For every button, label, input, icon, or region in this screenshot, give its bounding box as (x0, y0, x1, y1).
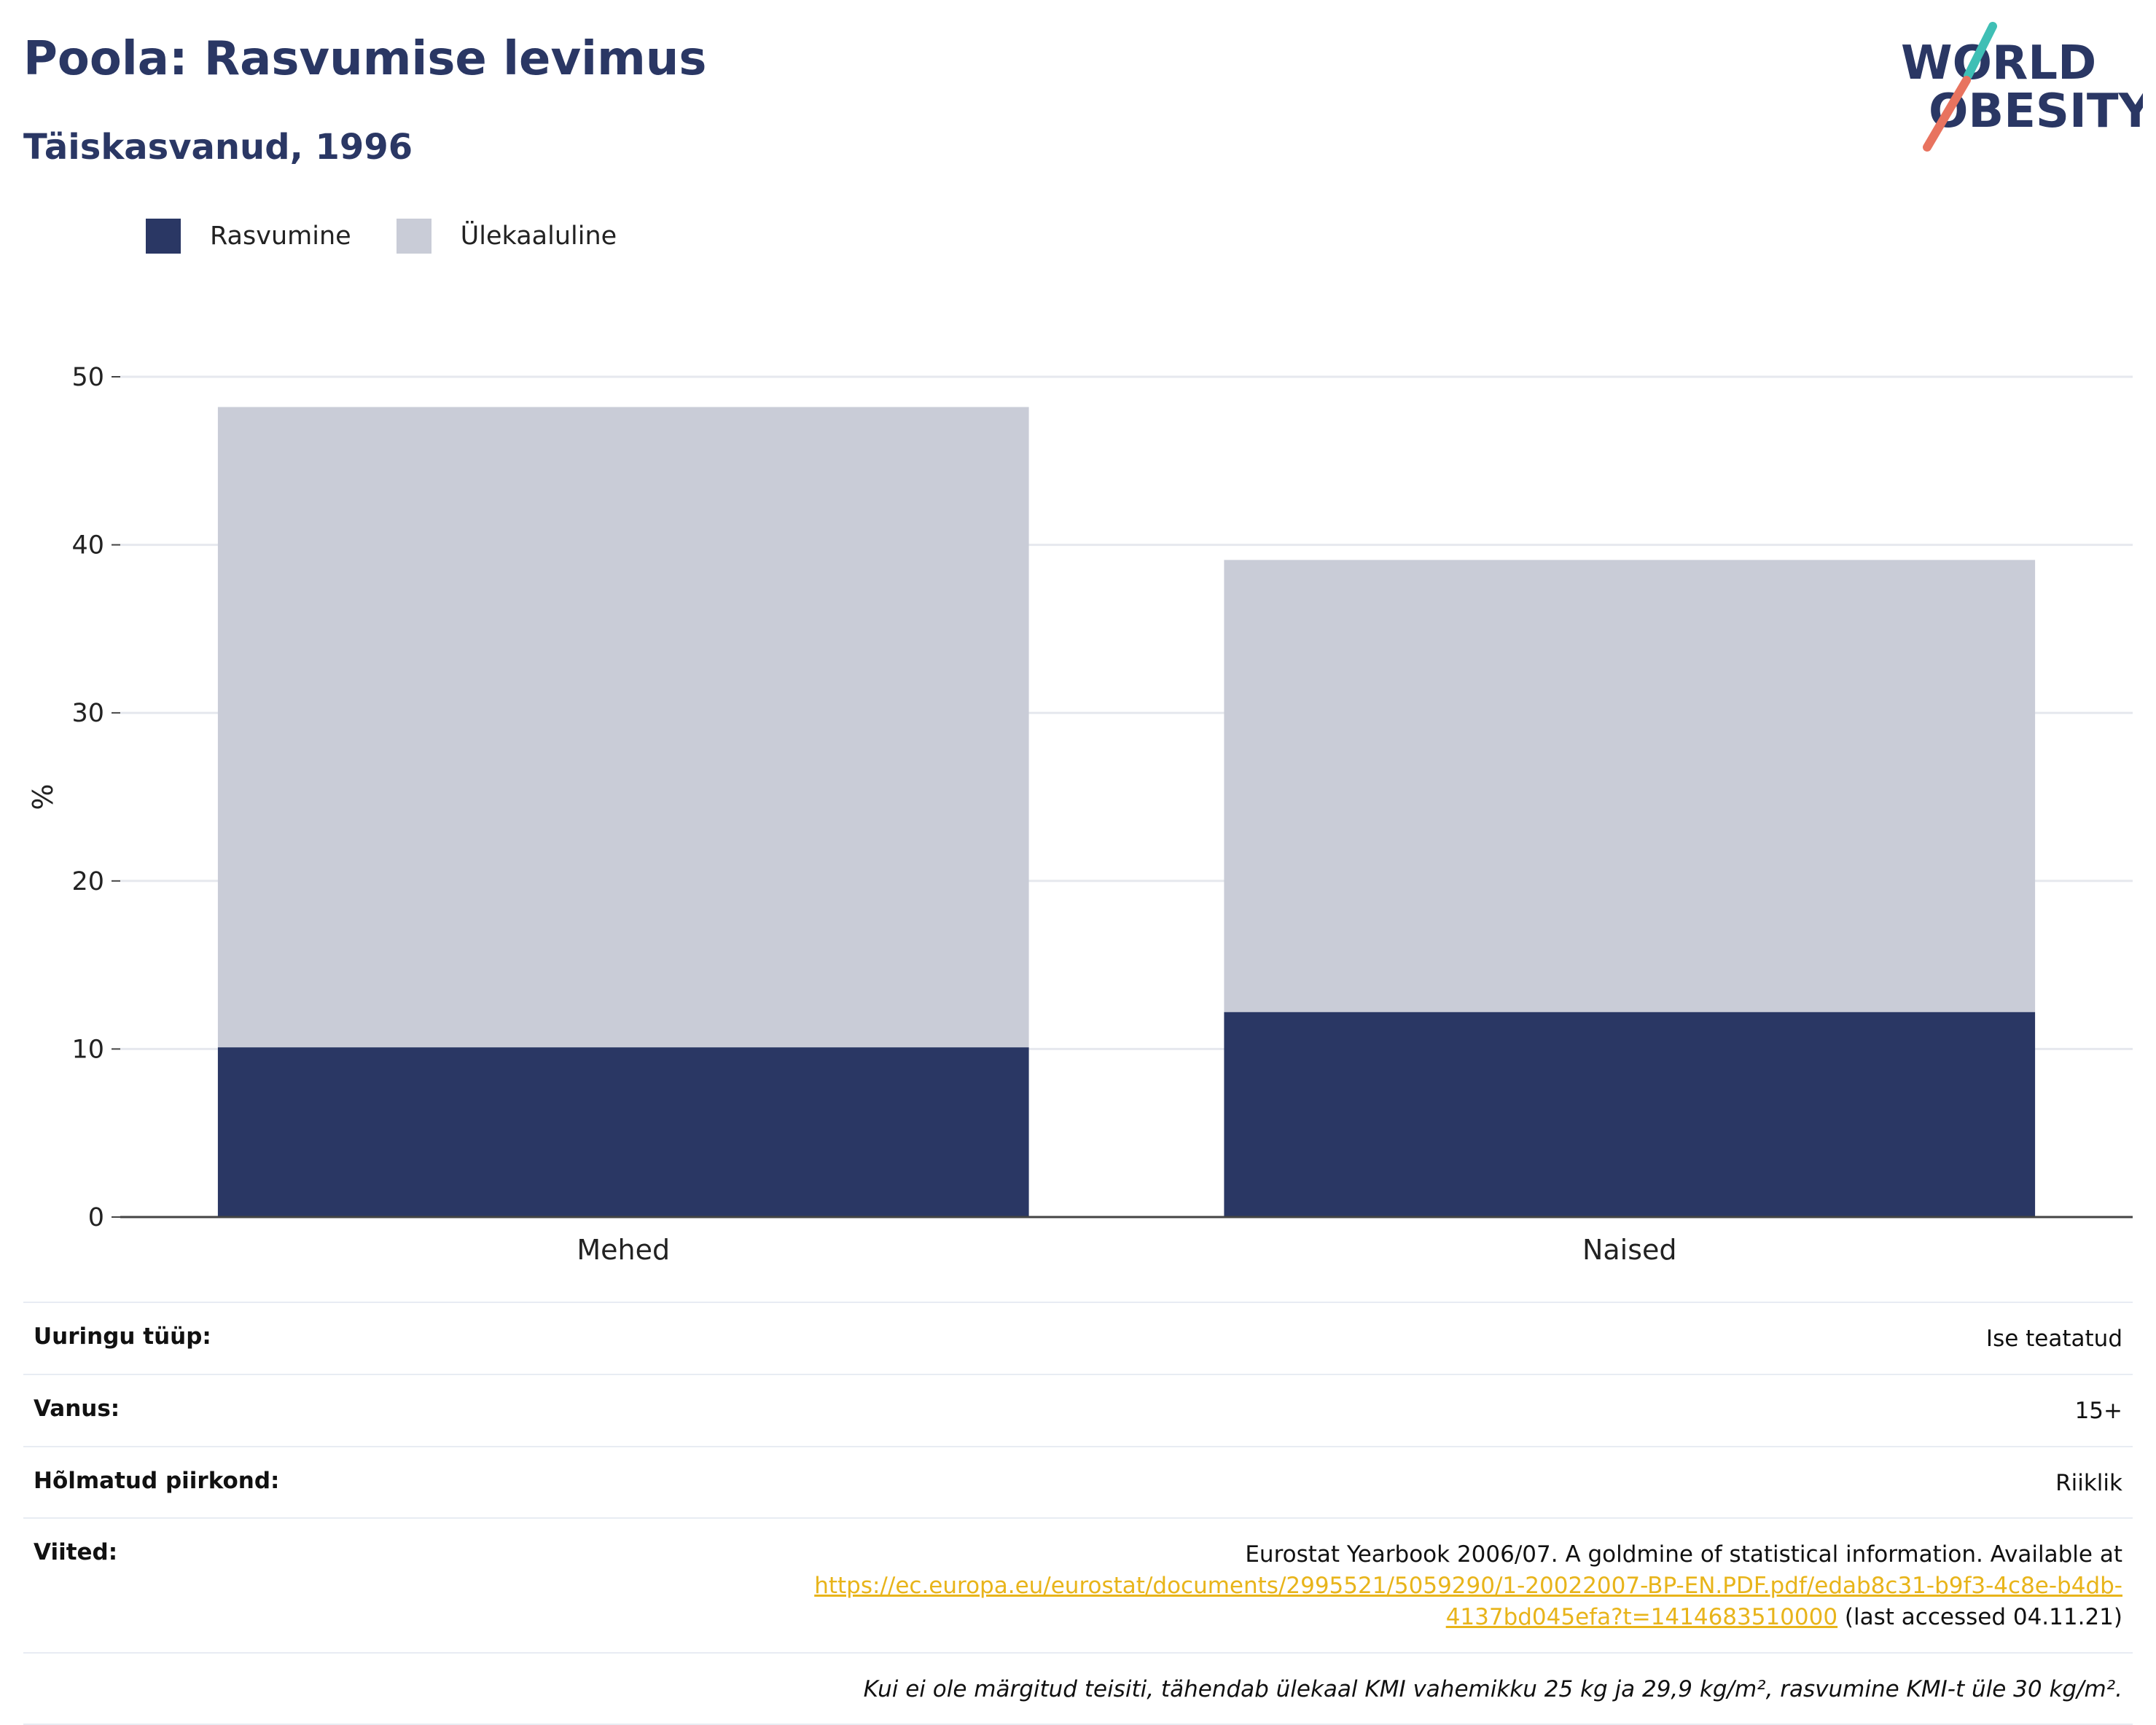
stacked-bar-chart: 0 10 20 30 40 50% Mehed Naised (27, 363, 2133, 1266)
region-label: Hõlmatud piirkond: (34, 1467, 280, 1494)
logo-line-1: WORLD (1901, 36, 2096, 90)
bar-mehed-overweight (217, 407, 1029, 1048)
bar-naised-overweight (1224, 560, 2036, 1012)
page-subtitle: Täiskasvanud, 1996 (23, 127, 413, 168)
info-row-region: Hõlmatud piirkond: Riiklik (23, 1445, 2133, 1518)
x-tick-label-mehed: Mehed (577, 1234, 670, 1266)
y-axis-label: % (27, 783, 59, 810)
bar-mehed-obesity (217, 1047, 1029, 1217)
y-tick-label-10: 10 (71, 1035, 104, 1064)
x-tick-label-naised: Naised (1582, 1234, 1677, 1266)
references-link[interactable]: https://ec.europa.eu/eurostat/documents/… (814, 1573, 2122, 1630)
region-value: Riiklik (2055, 1469, 2122, 1496)
definition-note: Kui ei ole märgitud teisiti, tähendab ül… (863, 1675, 2122, 1702)
legend-label-overweight: Ülekaaluline (460, 222, 617, 251)
world-obesity-logo: WORLD OBESITY (1901, 22, 2143, 152)
age-value: 15+ (2074, 1397, 2122, 1424)
legend-swatch-overweight (396, 219, 431, 254)
logo-slash-teal (1964, 22, 1997, 80)
logo-line-2: OBESITY (1929, 85, 2143, 138)
y-tick-label-20: 20 (71, 867, 104, 896)
y-tick-label-0: 0 (88, 1203, 104, 1232)
references-label: Viited: (34, 1539, 118, 1566)
info-row-references: Viited: Eurostat Yearbook 2006/07. A gol… (23, 1517, 2133, 1651)
age-label: Vanus: (34, 1395, 120, 1422)
legend-item-obesity[interactable]: Rasvumine (146, 219, 351, 254)
references-link-part-1: https://ec.europa.eu/eurostat/documents/… (814, 1573, 2122, 1600)
references-suffix: (last accessed 04.11.21) (1837, 1603, 2122, 1630)
references-value: Eurostat Yearbook 2006/07. A goldmine of… (814, 1539, 2122, 1632)
legend-label-obesity: Rasvumine (210, 222, 351, 251)
info-row-age: Vanus: 15+ (23, 1373, 2133, 1446)
y-tick-label-40: 40 (71, 531, 104, 560)
info-row-survey-type: Uuringu tüüp: Ise teatatud (23, 1302, 2133, 1374)
info-row-note: Kui ei ole märgitud teisiti, tähendab ül… (23, 1651, 2133, 1725)
info-table: Uuringu tüüp: Ise teatatud Vanus: 15+ Hõ… (23, 1302, 2133, 1725)
references-link-part-2: 4137bd045efa?t=1414683510000 (1445, 1603, 1838, 1630)
legend-swatch-obesity (146, 219, 181, 254)
legend-item-overweight[interactable]: Ülekaaluline (396, 219, 617, 254)
references-text: Eurostat Yearbook 2006/07. A goldmine of… (1245, 1541, 2122, 1568)
survey-type-label: Uuringu tüüp: (34, 1323, 211, 1350)
survey-type-value: Ise teatatud (1985, 1326, 2122, 1352)
y-tick-label-30: 30 (71, 699, 104, 728)
logo-slash-coral (1923, 76, 1971, 152)
bar-naised-obesity (1224, 1012, 2036, 1217)
y-tick-label-50: 50 (71, 363, 104, 392)
page-title: Poola: Rasvumise levimus (23, 32, 707, 86)
chart-legend: Rasvumine Ülekaaluline (146, 217, 662, 255)
